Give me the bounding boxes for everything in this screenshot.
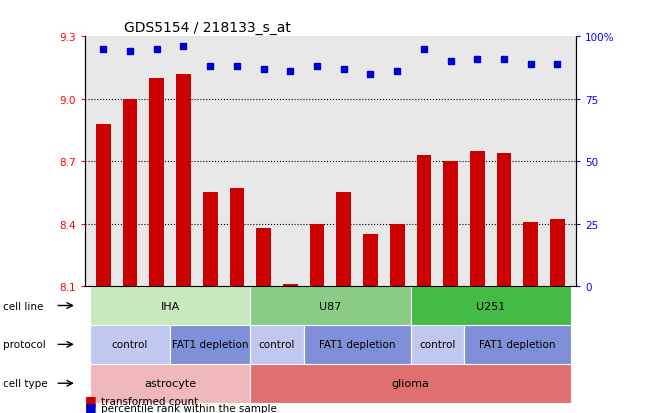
Bar — [122, 100, 137, 286]
Bar — [203, 193, 217, 286]
Text: percentile rank within the sample: percentile rank within the sample — [101, 403, 277, 413]
Text: FAT1 depletion: FAT1 depletion — [479, 339, 555, 349]
Text: U251: U251 — [476, 301, 505, 311]
Text: cell line: cell line — [3, 301, 44, 311]
Text: GDS5154 / 218133_s_at: GDS5154 / 218133_s_at — [124, 21, 291, 35]
Bar — [250, 364, 571, 403]
Bar — [411, 325, 464, 364]
Bar — [363, 235, 378, 286]
Bar — [250, 325, 303, 364]
Bar — [90, 364, 250, 403]
Text: protocol: protocol — [3, 339, 46, 349]
Bar — [150, 79, 164, 286]
Text: control: control — [419, 339, 456, 349]
Text: FAT1 depletion: FAT1 depletion — [319, 339, 395, 349]
Bar — [303, 325, 411, 364]
Bar — [443, 162, 458, 286]
Bar — [176, 75, 191, 286]
Text: control: control — [258, 339, 295, 349]
Bar — [230, 189, 244, 286]
Bar — [411, 286, 571, 325]
Text: IHA: IHA — [161, 301, 180, 311]
Text: glioma: glioma — [392, 378, 430, 388]
Bar — [96, 124, 111, 286]
Bar — [337, 193, 351, 286]
Bar — [256, 228, 271, 286]
Bar — [470, 152, 484, 286]
Bar — [417, 156, 431, 286]
Bar — [250, 286, 411, 325]
Bar — [390, 224, 404, 286]
Bar — [497, 154, 511, 286]
Bar — [550, 220, 565, 286]
Text: ■: ■ — [85, 393, 96, 406]
Text: U87: U87 — [319, 301, 342, 311]
Bar — [90, 325, 170, 364]
Bar — [464, 325, 571, 364]
Text: astrocyte: astrocyte — [144, 378, 196, 388]
Text: FAT1 depletion: FAT1 depletion — [172, 339, 249, 349]
Text: cell type: cell type — [3, 378, 48, 388]
Bar — [90, 286, 250, 325]
Text: transformed count: transformed count — [101, 396, 198, 406]
Text: control: control — [112, 339, 148, 349]
Bar — [310, 224, 324, 286]
Bar — [523, 222, 538, 286]
Text: ■: ■ — [85, 400, 96, 413]
Bar — [170, 325, 250, 364]
Bar — [283, 284, 298, 286]
